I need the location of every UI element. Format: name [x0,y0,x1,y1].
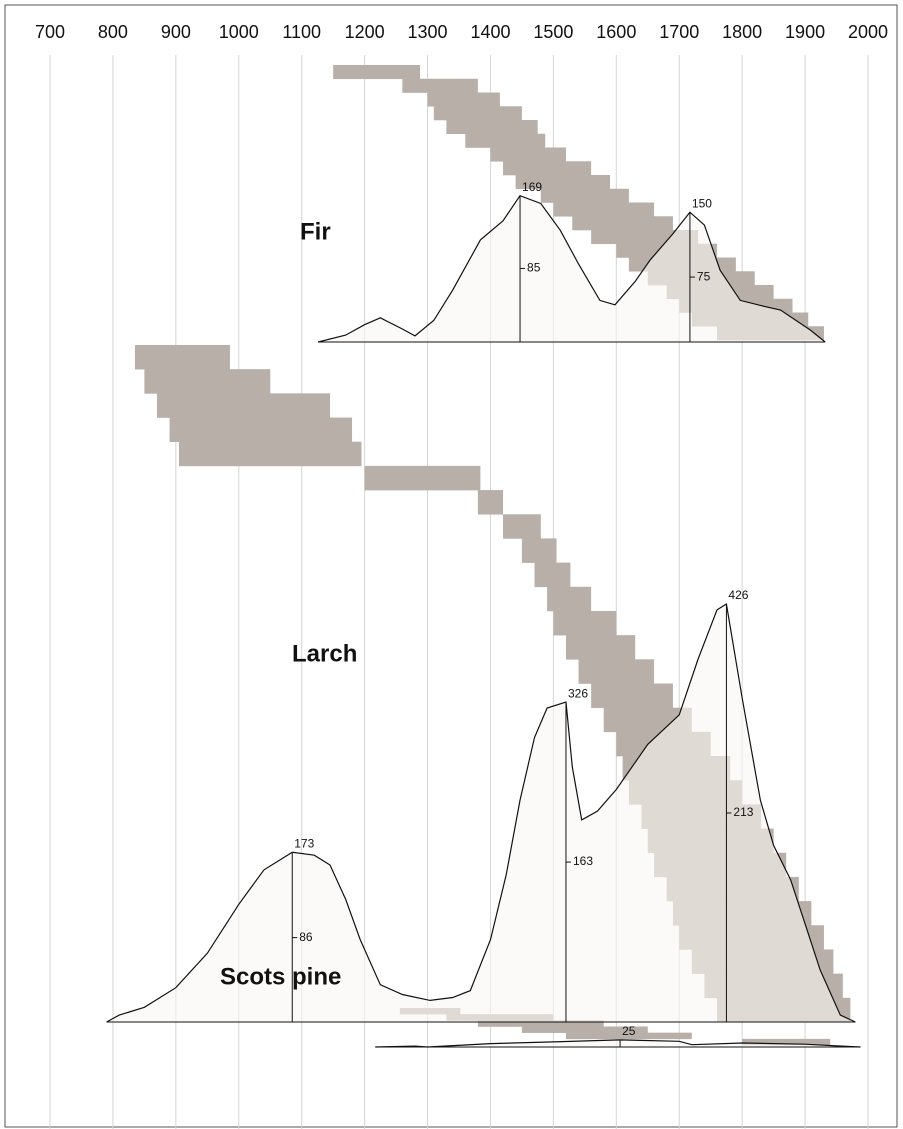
sample-span [540,188,629,203]
x-tick-label: 1600 [596,22,636,42]
sample-depth-line [317,194,826,343]
peak-label: 173 [294,836,314,850]
sample-span [465,133,546,148]
sample-span [427,92,500,107]
sample-span [503,514,541,539]
half-label: 85 [527,261,541,275]
panel-title: Fir [300,218,331,245]
peak-label: 426 [728,588,748,602]
sample-span [578,659,655,684]
x-tick-label: 1100 [282,22,321,42]
sample-span [534,562,571,588]
sample-span [156,393,331,418]
sample-span [742,1038,831,1046]
x-tick-label: 800 [98,22,128,42]
x-tick-label: 1000 [219,22,259,42]
x-tick-label: 1300 [408,22,448,42]
depth-area [375,1039,861,1047]
half-label: 75 [697,269,711,283]
depth-area [318,195,826,342]
annotations: 169 85 150 75 173 86 326 163 426 213 25 [291,180,754,1047]
x-tick-label: 2000 [848,22,888,42]
sample-span [565,1032,692,1040]
sample-span [553,610,617,636]
sample-span [553,202,655,217]
sample-span [477,1020,604,1027]
panel-title: Larch [292,640,357,667]
sample-span [521,538,557,563]
sample-span [333,65,420,80]
sample-depth-line [106,603,856,1023]
sample-span [591,683,673,708]
peak-label: 25 [622,1024,636,1038]
peak-label: 169 [522,180,542,194]
x-tick-label: 1900 [785,22,825,42]
sample-span [144,369,271,394]
sample-span [503,161,592,176]
x-tick-label: 1800 [722,22,762,42]
sample-span [477,490,504,515]
half-label: 86 [299,930,313,944]
x-tick-label: 1400 [470,22,510,42]
frame [4,4,898,1128]
x-tick-label: 1700 [659,22,699,42]
sample-span [515,175,611,190]
x-tick-label: 700 [35,22,65,42]
sample-span [364,465,481,491]
peak-label: 150 [692,196,712,210]
peak-label: 326 [568,686,588,700]
sample-span [521,1026,648,1033]
sample-span [547,586,592,612]
half-label: 213 [733,805,753,819]
curves [106,194,861,1048]
sample-depth-line [375,1039,861,1048]
sample-span [572,216,673,231]
sample-span [402,78,478,93]
sample-span [178,441,362,467]
x-tick-label: 1500 [533,22,573,42]
panel-title: Scots pine [220,963,341,990]
x-tick-label: 1200 [345,22,385,42]
sample-span [490,147,566,162]
x-tick-label: 900 [161,22,191,42]
sample-span [169,417,353,443]
half-label: 163 [573,854,593,868]
sample-span [565,635,636,660]
depth-area [106,604,856,1022]
sample-span [446,120,538,135]
sample-span [134,345,230,370]
sample-span [433,106,522,121]
